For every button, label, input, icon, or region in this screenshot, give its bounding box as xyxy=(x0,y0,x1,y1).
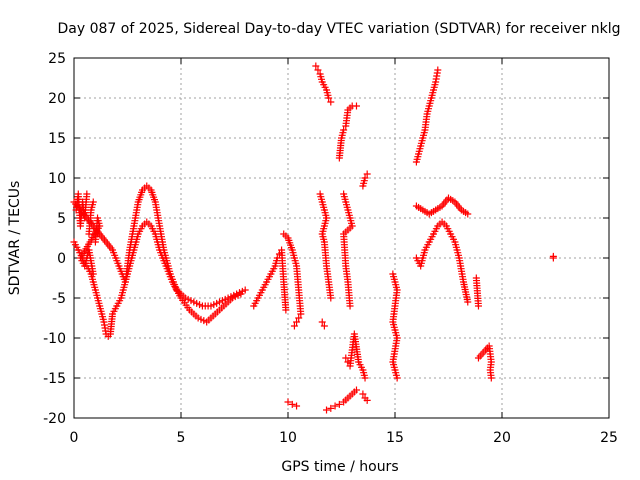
data-point xyxy=(323,406,331,414)
series-arc-16h-upper xyxy=(412,194,472,218)
series-arc-13h-low xyxy=(342,330,369,382)
data-point xyxy=(361,174,369,182)
series-arc-12h xyxy=(312,62,335,302)
x-tick-label: 25 xyxy=(600,430,618,446)
data-point xyxy=(327,294,335,302)
series-isolated-late xyxy=(472,252,557,382)
data-point xyxy=(363,396,371,404)
data-point xyxy=(89,270,97,278)
y-axis-label: SDTVAR / TECUs xyxy=(7,181,23,296)
series-arc-12h-low xyxy=(318,318,360,414)
data-point xyxy=(288,400,296,408)
y-tick-label: 0 xyxy=(57,251,66,267)
data-point xyxy=(293,402,301,410)
plot-frame xyxy=(73,57,610,419)
data-point xyxy=(327,98,335,106)
data-point xyxy=(320,322,328,330)
y-tick-label: 5 xyxy=(57,211,66,227)
data-point xyxy=(89,198,97,206)
data-point xyxy=(241,286,249,294)
x-tick-label: 0 xyxy=(70,430,79,446)
data-point xyxy=(434,66,442,74)
data-point xyxy=(282,306,290,314)
y-tick-label: -5 xyxy=(52,291,66,307)
series-arc-9h xyxy=(250,246,290,314)
data-point xyxy=(474,302,482,310)
data-point xyxy=(94,230,102,238)
data-point xyxy=(346,302,354,310)
y-tick-label: -20 xyxy=(43,411,66,427)
data-point xyxy=(487,374,495,382)
chart-title: Day 087 of 2025, Sidereal Day-to-day VTE… xyxy=(58,21,621,37)
y-tick-label: 25 xyxy=(48,51,66,67)
data-point xyxy=(318,318,326,326)
data-point xyxy=(327,404,335,412)
y-tick-label: -10 xyxy=(43,331,66,347)
data-point xyxy=(331,402,339,410)
data-point xyxy=(359,390,367,398)
x-axis-label: GPS time / hours xyxy=(281,459,398,475)
y-tick-label: 10 xyxy=(48,171,66,187)
data-point xyxy=(549,252,557,260)
data-point xyxy=(464,210,472,218)
data-point xyxy=(314,66,322,74)
grid xyxy=(74,58,609,418)
data-point xyxy=(363,170,371,178)
data-point xyxy=(293,318,301,326)
x-tick-label: 15 xyxy=(386,430,404,446)
y-tick-label: -15 xyxy=(43,371,66,387)
series-arc-13h xyxy=(335,102,360,310)
data-point xyxy=(325,94,333,102)
data-point xyxy=(312,62,320,70)
axis-ticks: 0 5 10 15 20 25 -20 -15 -10 -5 0 5 10 15 20 25 xyxy=(43,51,618,446)
data-point xyxy=(290,322,298,330)
y-tick-label: 20 xyxy=(48,91,66,107)
x-tick-label: 20 xyxy=(493,430,511,446)
data-point xyxy=(284,398,292,406)
series-arc-10h xyxy=(280,230,305,410)
series-scatter-start xyxy=(72,190,104,278)
data-point xyxy=(352,102,360,110)
data-point xyxy=(352,386,360,394)
series-arc-15h xyxy=(389,270,401,382)
x-tick-label: 10 xyxy=(279,430,297,446)
data-points xyxy=(70,62,557,414)
series-arc-16h-lower xyxy=(412,218,472,306)
data-point xyxy=(361,374,369,382)
data-point xyxy=(83,190,91,198)
data-point xyxy=(295,314,303,322)
series-arc-16h-rise xyxy=(412,66,442,166)
data-point xyxy=(393,374,401,382)
y-tick-label: 15 xyxy=(48,131,66,147)
series-arc-13.5h xyxy=(359,170,371,404)
data-point xyxy=(464,298,472,306)
data-point xyxy=(340,126,348,134)
data-point xyxy=(297,310,305,318)
x-tick-label: 5 xyxy=(177,430,186,446)
data-point xyxy=(335,400,343,408)
